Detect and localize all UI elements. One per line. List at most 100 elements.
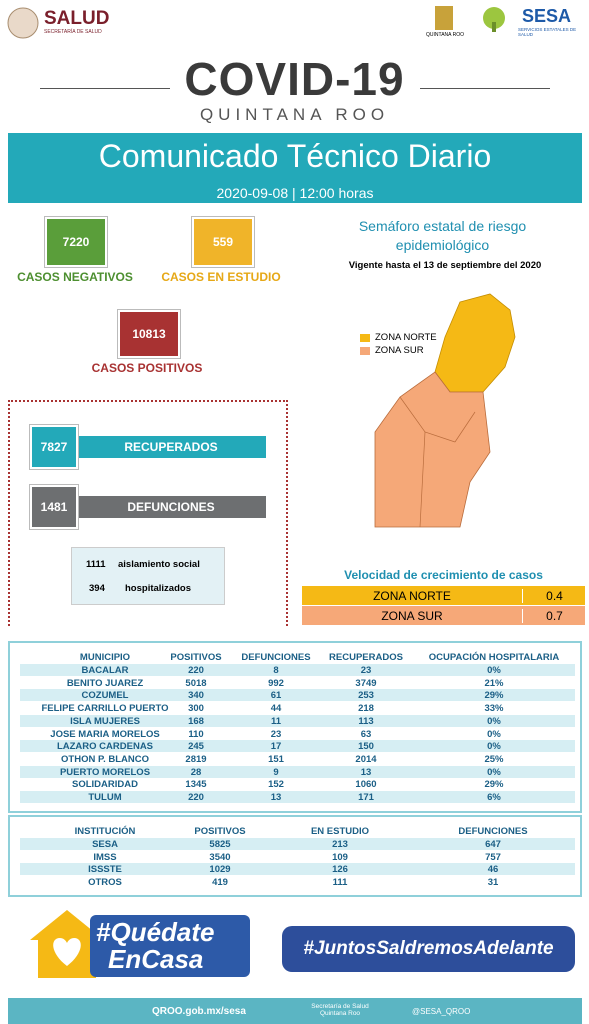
footer-web[interactable]: QROO.gob.mx/sesa bbox=[152, 1006, 246, 1017]
velocidad-zone: ZONA SUR bbox=[381, 609, 443, 623]
table-cell: 213 bbox=[332, 839, 348, 850]
legend-swatch bbox=[360, 334, 370, 342]
table-cell: 1029 bbox=[209, 864, 231, 876]
table-cell: 8 bbox=[273, 665, 279, 676]
sesa-sub: SERVICIOS ESTATALES DE SALUD bbox=[518, 27, 577, 37]
table-cell: 253 bbox=[358, 690, 374, 702]
banner bbox=[8, 133, 582, 203]
table-cell: 29% bbox=[484, 779, 504, 791]
table-cell: 2819 bbox=[185, 753, 207, 765]
table-cell: 1345 bbox=[185, 779, 207, 791]
recuperados-label: RECUPERADOS bbox=[76, 436, 266, 458]
table-cell: IMSS bbox=[93, 851, 117, 863]
table-cell: 17 bbox=[270, 741, 282, 753]
defunciones-value: 1481 bbox=[30, 485, 78, 529]
table-cell: 2014 bbox=[355, 753, 377, 765]
table-header: POSITIVOS bbox=[170, 652, 222, 663]
table-cell: 0% bbox=[487, 728, 501, 740]
table-stripe bbox=[20, 863, 575, 876]
footer-bar bbox=[8, 998, 582, 1024]
table-cell: 13 bbox=[360, 766, 372, 778]
table-cell: 111 bbox=[332, 877, 348, 889]
table-stripe bbox=[20, 791, 575, 803]
qroo-emblem bbox=[435, 6, 453, 30]
qroo-label: QUINTANA ROO bbox=[426, 32, 464, 38]
velocidad-zone: ZONA NORTE bbox=[373, 589, 451, 603]
covid-title: COVID-19 bbox=[184, 53, 405, 105]
detail-box bbox=[72, 548, 224, 604]
table-cell: 23 bbox=[360, 665, 372, 676]
quedate-line: #Quédate bbox=[96, 917, 215, 947]
juntos-banner: #JuntosSaldremosAdelante bbox=[282, 926, 575, 972]
velocidad-value: 0.4 bbox=[522, 589, 586, 603]
semaforo-title: Semáforo estatal de riesgo epidemiológic… bbox=[358, 218, 527, 253]
table-cell: 419 bbox=[212, 877, 228, 889]
table-cell: 31 bbox=[487, 877, 499, 889]
table-cell: COZUMEL bbox=[81, 690, 129, 702]
dotted-frame bbox=[8, 400, 288, 626]
table-cell: 61 bbox=[270, 690, 282, 702]
table-cell: OTROS bbox=[88, 877, 122, 889]
table-cell: 3540 bbox=[209, 851, 231, 863]
table-cell: 245 bbox=[188, 741, 204, 753]
covid-subtitle: QUINTANA ROO bbox=[199, 105, 390, 124]
table-cell: 0% bbox=[487, 741, 501, 753]
table-header: OCUPACIÓN HOSPITALARIA bbox=[428, 652, 560, 663]
table-cell: JOSE MARIA MORELOS bbox=[50, 728, 160, 740]
table-cell: 0% bbox=[487, 665, 501, 676]
velocidad-row bbox=[302, 606, 585, 625]
table-cell: OTHON P. BLANCO bbox=[61, 753, 149, 765]
table-cell: 5018 bbox=[185, 677, 207, 689]
table-cell: 13 bbox=[270, 792, 282, 803]
table-cell: 300 bbox=[188, 703, 204, 715]
table-stripe bbox=[20, 838, 575, 850]
table-cell: 1060 bbox=[355, 779, 377, 791]
table-cell: SESA bbox=[92, 839, 118, 850]
velocidad-value: 0.7 bbox=[522, 609, 586, 623]
negativos-value: 7220 bbox=[45, 217, 107, 267]
positivos-label: CASOS POSITIVOS bbox=[91, 361, 203, 375]
municipios-table bbox=[8, 641, 582, 813]
recuperados-value: 7827 bbox=[30, 425, 78, 469]
table-cell: TULUM bbox=[88, 792, 122, 803]
table-cell: 992 bbox=[268, 677, 284, 689]
table-header: POSITIVOS bbox=[194, 826, 246, 837]
table-cell: 757 bbox=[485, 851, 501, 863]
table-stripe bbox=[20, 740, 575, 753]
hospitalizados-label: hospitalizados bbox=[125, 583, 191, 594]
table-cell: 218 bbox=[358, 703, 374, 715]
table-cell: 25% bbox=[484, 753, 504, 765]
instituciones-table bbox=[8, 815, 582, 897]
table-cell: 151 bbox=[268, 753, 284, 765]
table-cell: 3749 bbox=[355, 677, 377, 689]
footer-fb[interactable]: Secretaría de Salud Quintana Roo bbox=[311, 1003, 369, 1017]
table-cell: 168 bbox=[188, 715, 204, 727]
table-cell: 44 bbox=[270, 703, 282, 715]
hospitalizados-value: 394 bbox=[89, 583, 105, 594]
banner-title: Comunicado Técnico Diario bbox=[98, 138, 492, 174]
table-cell: 33% bbox=[484, 703, 504, 715]
quedate-bg bbox=[90, 915, 250, 977]
table-stripe bbox=[20, 714, 575, 727]
rule bbox=[420, 88, 550, 89]
table-cell: 28 bbox=[190, 766, 202, 778]
table-cell: ISSSTE bbox=[88, 864, 122, 876]
aislamiento-label: aislamiento social bbox=[118, 559, 200, 570]
table-header: MUNICIPIO bbox=[79, 652, 131, 663]
aislamiento-value: 1111 bbox=[86, 559, 106, 570]
table-stripe bbox=[20, 664, 575, 676]
table-cell: 0% bbox=[487, 766, 501, 778]
table-cell: FELIPE CARRILLO PUERTO bbox=[41, 703, 169, 715]
footer-tw[interactable]: @SESA_QROO bbox=[412, 1007, 471, 1016]
table-cell: 6% bbox=[487, 792, 501, 803]
table-cell: 340 bbox=[188, 690, 204, 702]
table-cell: 220 bbox=[188, 665, 204, 676]
table-header: RECUPERADOS bbox=[329, 652, 403, 663]
table-cell: BENITO JUAREZ bbox=[66, 677, 144, 689]
estudio-label: CASOS EN ESTUDIO bbox=[161, 270, 281, 284]
table-cell: 23 bbox=[270, 728, 282, 740]
tree-logo bbox=[483, 7, 505, 32]
defunciones-label: DEFUNCIONES bbox=[76, 496, 266, 518]
table-cell: 0% bbox=[487, 715, 501, 727]
